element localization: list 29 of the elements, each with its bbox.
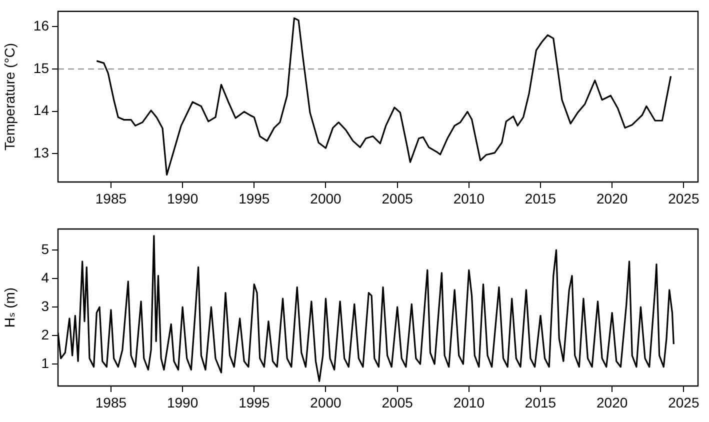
x-tick-label: 1995 (238, 190, 270, 206)
x-tick-label: 2015 (524, 190, 556, 206)
y-tick-label: 5 (41, 240, 50, 257)
y-tick-label: 3 (41, 298, 50, 314)
x-tick-label: 2025 (668, 190, 700, 206)
x-tick-label: 2010 (453, 190, 485, 206)
y-tick-label: 1 (41, 354, 50, 371)
x-tick-label: 2015 (524, 394, 556, 410)
x-tick-label: 2005 (382, 190, 414, 206)
y-tick-label: 13 (33, 144, 50, 160)
x-tick-label: 2020 (596, 190, 628, 206)
y-tick-label: 15 (33, 60, 50, 76)
x-tick-label: 1985 (95, 190, 127, 206)
x-tick-label: 2020 (596, 394, 628, 410)
x-tick-label: 2005 (382, 394, 414, 410)
x-tick-label: 2000 (310, 190, 342, 206)
x-tick-label: 1995 (238, 394, 270, 410)
y-tick-label: 14 (33, 102, 50, 118)
y-tick-label: 2 (41, 326, 50, 342)
y-tick-label: 16 (33, 18, 50, 34)
x-tick-label: 2010 (453, 394, 485, 410)
x-tick-label: 2025 (668, 394, 700, 410)
x-tick-label: 1985 (95, 394, 127, 410)
y-tick-label: 4 (41, 269, 50, 286)
x-tick-label: 2000 (310, 394, 342, 410)
y-axis-title: Hₛ (m) (1, 287, 18, 328)
x-tick-label: 1990 (166, 190, 198, 206)
x-tick-label: 1990 (166, 394, 198, 410)
y-axis-title: Temperature (°C) (1, 42, 18, 150)
